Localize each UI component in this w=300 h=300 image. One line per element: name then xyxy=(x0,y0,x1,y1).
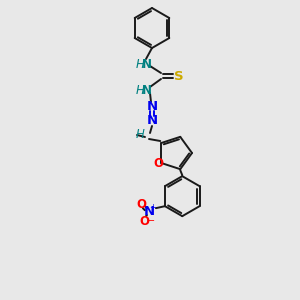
Text: O: O xyxy=(136,198,146,211)
Text: H: H xyxy=(136,128,144,142)
Text: N: N xyxy=(142,83,152,97)
Text: S: S xyxy=(174,70,184,83)
Text: N: N xyxy=(146,115,158,128)
Text: N: N xyxy=(142,58,152,70)
Text: O: O xyxy=(153,158,163,170)
Text: H: H xyxy=(136,58,144,70)
Text: +: + xyxy=(149,203,156,212)
Text: O: O xyxy=(139,215,149,228)
Text: −: − xyxy=(147,216,155,226)
Text: H: H xyxy=(136,83,144,97)
Text: N: N xyxy=(143,205,155,218)
Text: N: N xyxy=(146,100,158,112)
